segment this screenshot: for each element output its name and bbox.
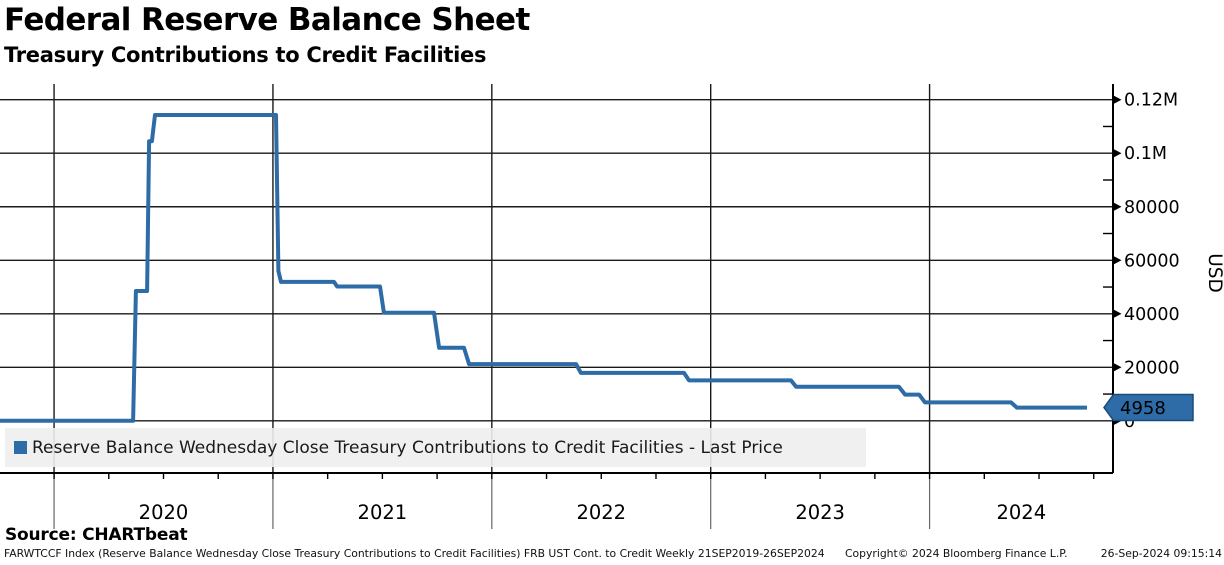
y-axis-tick-label: 80000 — [1124, 198, 1180, 218]
y-axis-title: USD — [1204, 253, 1224, 293]
chart-plot-area: 0 20000 40000 60000 80000 0.1M 0.12M 2020 2021 20… — [0, 84, 1224, 529]
page-title: Federal Reserve Balance Sheet — [4, 2, 530, 38]
footer-copyright: Copyright© 2024 Bloomberg Finance L.P. — [845, 547, 1068, 560]
footer-security-description: FARWTCCF Index (Reserve Balance Wednesda… — [4, 547, 825, 560]
x-axis-year-label: 2023 — [795, 501, 845, 524]
price-line — [0, 113, 1087, 423]
page-subtitle: Treasury Contributions to Credit Facilit… — [4, 43, 487, 67]
y-axis-tick-label: 60000 — [1124, 251, 1180, 271]
y-axis-tick-label: 0.1M — [1124, 144, 1167, 164]
x-axis-year-label: 2020 — [139, 501, 189, 524]
y-tick-arrow-icon — [1113, 309, 1122, 319]
y-tick-arrow-icon — [1113, 255, 1122, 265]
y-axis-tick-label: 20000 — [1124, 358, 1180, 378]
footer-timestamp: 26-Sep-2024 09:15:14 — [1100, 547, 1222, 560]
x-axis-year-label: 2024 — [996, 501, 1046, 524]
x-axis-year-label: 2022 — [576, 501, 626, 524]
x-axis-year-label: 2021 — [358, 501, 408, 524]
y-tick-arrow-icon — [1113, 362, 1122, 372]
y-tick-arrow-icon — [1113, 202, 1122, 212]
last-price-badge — [1103, 393, 1194, 422]
legend-swatch-icon — [14, 441, 27, 454]
y-axis-tick-label: 0 — [1124, 412, 1135, 432]
y-tick-arrow-icon — [1113, 148, 1122, 158]
source-line: Source: CHARTbeat — [5, 525, 188, 545]
last-price-value: 4958 — [1120, 398, 1166, 419]
y-axis-tick-label: 40000 — [1124, 305, 1180, 325]
chart-legend: Reserve Balance Wednesday Close Treasury… — [5, 428, 866, 467]
y-axis-tick-label: 0.12M — [1124, 91, 1178, 111]
y-tick-arrow-icon — [1113, 95, 1122, 105]
legend-label: Reserve Balance Wednesday Close Treasury… — [32, 437, 783, 458]
footer: FARWTCCF Index (Reserve Balance Wednesda… — [4, 547, 1222, 563]
